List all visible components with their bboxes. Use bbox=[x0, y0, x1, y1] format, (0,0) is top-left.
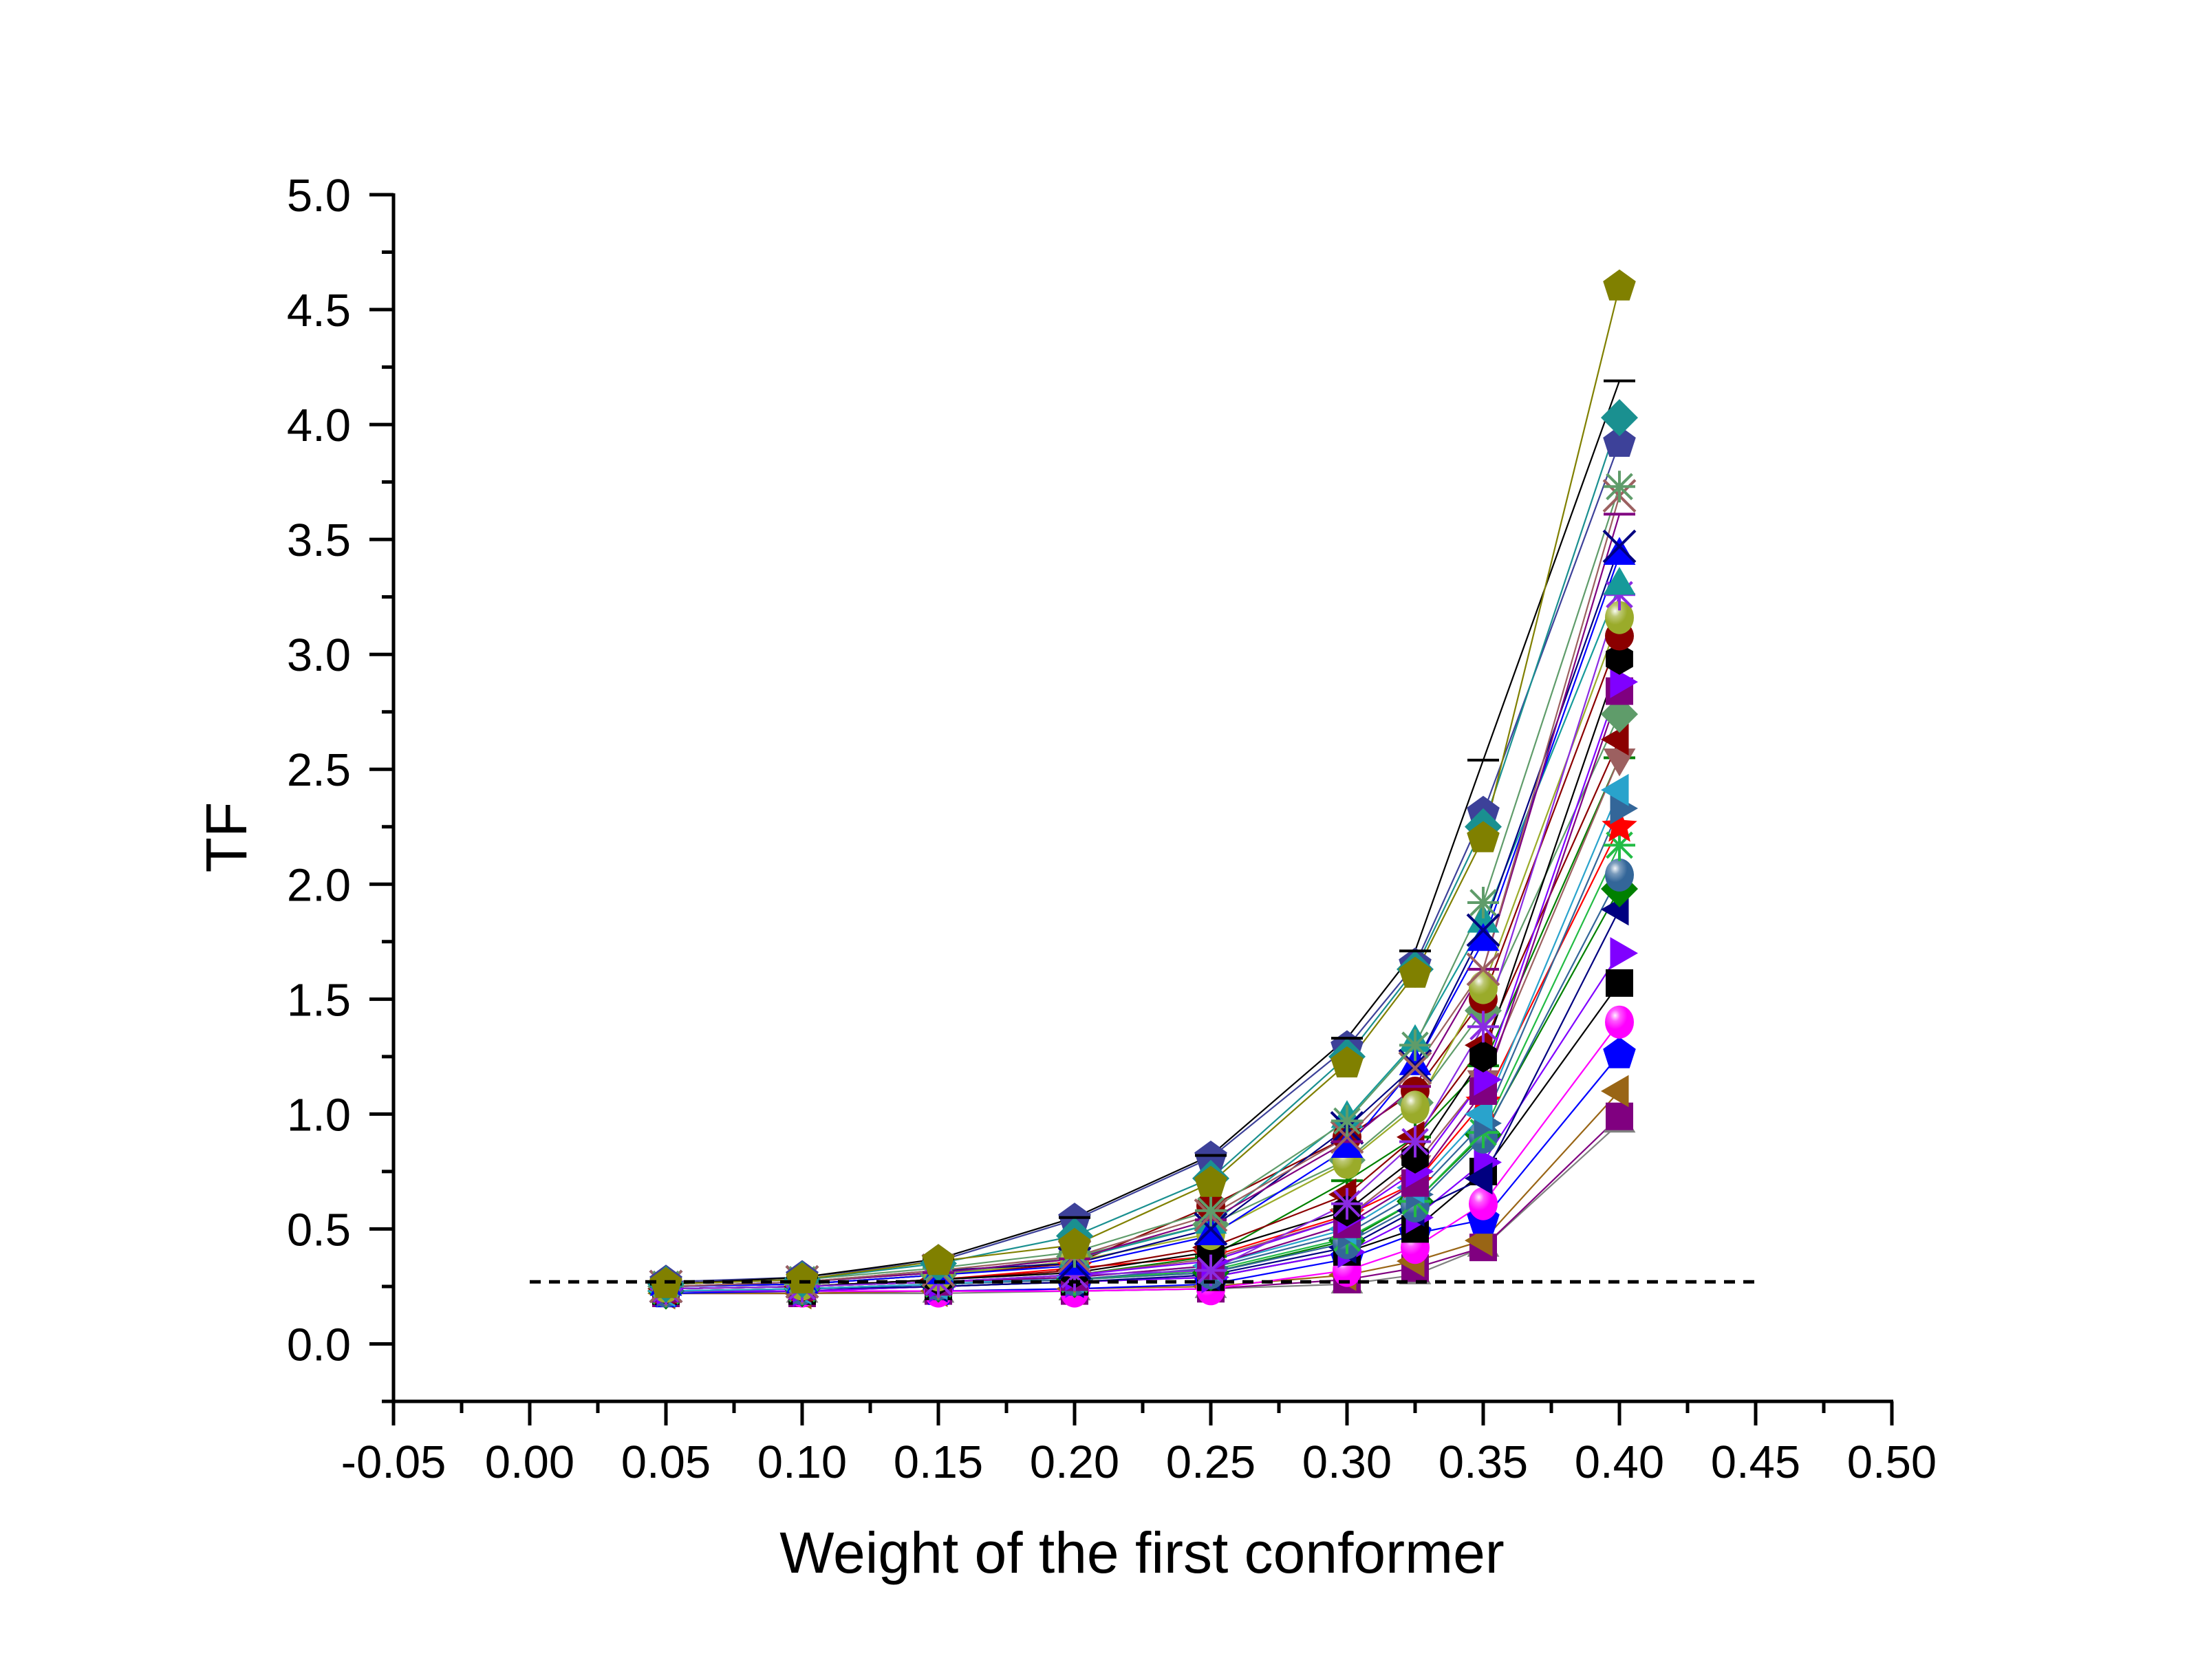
triangle-up-marker bbox=[1467, 923, 1500, 951]
x-marker bbox=[1466, 913, 1500, 947]
triangle-left-marker bbox=[1601, 723, 1629, 756]
y-tick-label: 2.5 bbox=[287, 744, 351, 796]
asterisk-marker bbox=[1604, 829, 1635, 861]
pentagon-marker bbox=[1467, 821, 1500, 852]
series-layer bbox=[647, 269, 1638, 1310]
pentagon-marker bbox=[1194, 1165, 1227, 1197]
sphere-highlight bbox=[1401, 1090, 1430, 1124]
x-tick-label: 0.40 bbox=[1575, 1436, 1664, 1488]
x-tick-label: 0.15 bbox=[894, 1436, 983, 1488]
y-tick-labels: 0.0 0.5 1.0 1.5 2.0 2.5 3.0 3.5 4.0 4.5 5.0 bbox=[287, 170, 351, 1370]
x-marker bbox=[1602, 529, 1637, 563]
sphere-highlight bbox=[1605, 858, 1634, 892]
sphere-highlight bbox=[1605, 601, 1634, 634]
y-tick-label: 3.0 bbox=[287, 629, 351, 681]
y-tick-label: 4.0 bbox=[287, 400, 351, 451]
square-marker bbox=[1606, 969, 1633, 997]
triangle-left-marker bbox=[1601, 1075, 1629, 1108]
pentagon-marker bbox=[1603, 425, 1636, 457]
triangle-up-marker bbox=[1399, 1047, 1432, 1075]
pentagon-marker bbox=[922, 1244, 955, 1275]
x-tick-labels: -0.05 0.00 0.05 0.10 0.15 0.20 0.25 0.30 0.35 0.4… bbox=[341, 1436, 1937, 1488]
x-tick-label: 0.10 bbox=[757, 1436, 847, 1488]
star-marker bbox=[1602, 808, 1637, 842]
x-tick-label: 0.50 bbox=[1847, 1436, 1937, 1488]
sphere-highlight bbox=[1469, 971, 1498, 1004]
asterisk-marker bbox=[1195, 1254, 1227, 1286]
pentagon-marker bbox=[1330, 1046, 1364, 1078]
y-tick-label: 0.5 bbox=[287, 1204, 351, 1256]
triangle-left-marker bbox=[1465, 1162, 1493, 1195]
triangle-up-marker bbox=[1330, 1130, 1364, 1158]
triangle-left-marker bbox=[1465, 1098, 1493, 1130]
asterisk-marker bbox=[1467, 1011, 1499, 1043]
asterisk-marker bbox=[1331, 1105, 1363, 1137]
x-tick-label: 0.20 bbox=[1030, 1436, 1119, 1488]
triangle-up-marker bbox=[1467, 905, 1500, 933]
x-axis-title: Weight of the first conformer bbox=[779, 1520, 1505, 1585]
x-tick-label: 0.35 bbox=[1439, 1436, 1528, 1488]
axes bbox=[369, 193, 1894, 1425]
triangle-right-marker bbox=[1610, 937, 1638, 969]
triangle-up-marker bbox=[1603, 537, 1636, 565]
pentagon-marker bbox=[786, 1262, 819, 1294]
asterisk-marker bbox=[1467, 887, 1499, 918]
sphere-highlight bbox=[1469, 1187, 1498, 1220]
x-tick-label: 0.45 bbox=[1711, 1436, 1800, 1488]
asterisk-marker bbox=[1331, 1187, 1363, 1220]
hexagon-marker bbox=[1469, 1040, 1497, 1073]
y-axis-title: TF bbox=[194, 802, 259, 873]
asterisk-marker bbox=[1195, 1194, 1227, 1227]
pentagon-marker bbox=[1603, 1037, 1636, 1068]
sphere-highlight bbox=[1605, 1005, 1634, 1039]
y-tick-label: 0.0 bbox=[287, 1319, 351, 1370]
triangle-right-marker bbox=[1474, 1063, 1502, 1096]
y-tick-label: 2.0 bbox=[287, 859, 351, 911]
asterisk-marker bbox=[1399, 1029, 1431, 1062]
asterisk-marker bbox=[1604, 471, 1635, 503]
x-marker bbox=[1330, 1120, 1364, 1154]
diamond-marker bbox=[1601, 399, 1638, 437]
x-tick-label: 0.05 bbox=[621, 1436, 711, 1488]
x-marker bbox=[1194, 1211, 1228, 1246]
x-tick-label: 0.25 bbox=[1166, 1436, 1256, 1488]
y-tick-label: 1.5 bbox=[287, 974, 351, 1026]
x-tick-label: -0.05 bbox=[341, 1436, 446, 1488]
y-tick-label: 4.5 bbox=[287, 285, 351, 336]
pentagon-marker bbox=[1058, 1227, 1091, 1259]
triangle-left-marker bbox=[1601, 773, 1629, 806]
square-marker bbox=[1606, 1102, 1633, 1130]
y-tick-label: 1.0 bbox=[287, 1089, 351, 1141]
y-tick-label: 5.0 bbox=[287, 170, 351, 222]
hexagon-marker bbox=[1606, 643, 1633, 675]
series-markers bbox=[649, 269, 1636, 1298]
triangle-up-marker bbox=[1603, 567, 1636, 595]
asterisk-marker bbox=[1399, 1126, 1431, 1158]
triangle-right-marker bbox=[1610, 665, 1638, 698]
x-marker bbox=[1466, 952, 1500, 987]
triangle-down-marker bbox=[1603, 749, 1636, 777]
y-tick-label: 3.5 bbox=[287, 515, 351, 566]
pentagon-marker bbox=[1399, 956, 1432, 988]
pentagon-marker bbox=[1603, 269, 1636, 301]
x-tick-label: 0.30 bbox=[1302, 1436, 1392, 1488]
triangle-right-marker bbox=[1610, 792, 1638, 825]
x-tick-label: 0.00 bbox=[485, 1436, 574, 1488]
